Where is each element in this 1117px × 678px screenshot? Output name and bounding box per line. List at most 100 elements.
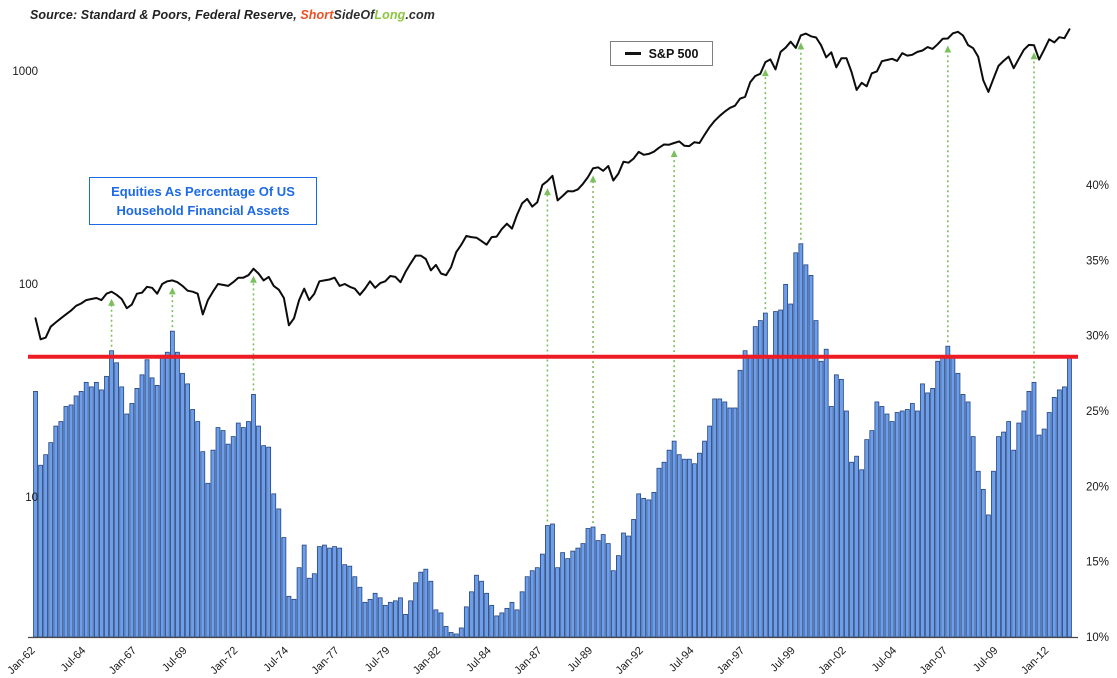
equity-allocation-bar [996, 436, 1001, 638]
equity-allocation-bar [281, 537, 287, 638]
equity-allocation-bar [109, 350, 114, 638]
x-axis-tick-label: Jul-94 [667, 645, 697, 675]
equity-allocation-bar [433, 609, 439, 638]
equity-allocation-bar [864, 439, 870, 638]
equity-allocation-bar [190, 409, 196, 638]
equity-allocation-bar [296, 567, 302, 638]
annotation-line-2: Household Financial Assets [116, 203, 290, 218]
equity-allocation-bar [742, 350, 748, 638]
equity-allocation-bar [392, 600, 398, 638]
equity-allocation-bar [524, 576, 530, 638]
equity-allocation-bar [1026, 391, 1032, 638]
equity-allocation-bar [306, 577, 312, 638]
right-axis-tick-label: 40% [1086, 180, 1109, 192]
equity-allocation-bar [504, 607, 510, 638]
right-axis-tick-label: 20% [1086, 481, 1109, 493]
equity-allocation-bar [413, 582, 419, 638]
equity-allocation-bar [220, 430, 226, 638]
peak-arrow-head-icon [250, 275, 257, 283]
equity-allocation-bar [1011, 449, 1017, 638]
peak-arrow-head-icon [544, 188, 551, 196]
equity-allocation-bar [291, 598, 297, 638]
equity-allocation-bar [844, 410, 849, 638]
equity-allocation-bar [1016, 422, 1022, 638]
equity-allocation-bar [869, 430, 875, 638]
equity-allocation-bar [164, 351, 170, 638]
equity-allocation-bar [859, 469, 865, 638]
equity-allocation-bar [915, 410, 920, 638]
equity-allocation-bar [372, 592, 378, 638]
equity-allocation-bar [965, 401, 971, 638]
x-axis-tick-label: Jan-87 [512, 645, 544, 677]
equity-allocation-bar [215, 427, 221, 638]
equity-allocation-bar [626, 535, 631, 638]
equity-allocation-bar [469, 591, 474, 638]
equity-allocation-bar [985, 514, 991, 638]
source-note: Source: Standard & Poors, Federal Reserv… [30, 8, 435, 22]
equity-allocation-bar [773, 311, 778, 638]
sp500-line [34, 28, 1071, 341]
equity-allocation-bar [311, 573, 317, 638]
equity-allocation-bar [747, 354, 753, 638]
x-axis-tick-label: Jan-92 [614, 645, 646, 677]
equity-allocation-bar [656, 467, 662, 638]
equity-allocation-bar [225, 443, 231, 638]
equity-allocation-bar [1056, 389, 1062, 638]
equity-allocation-bar [169, 330, 175, 638]
equity-allocation-bar [737, 369, 743, 638]
equity-allocation-bar [702, 440, 707, 638]
equity-allocation-bar [509, 601, 515, 638]
equity-allocation-bar [448, 632, 454, 638]
equity-allocation-bar [1021, 410, 1027, 638]
equity-allocation-bar [286, 595, 292, 638]
equity-allocation-bar [534, 567, 540, 638]
equity-allocation-bar [418, 571, 424, 638]
x-axis-tick-label: Jul-79 [363, 645, 393, 675]
x-axis-tick-label: Jan-12 [1019, 645, 1051, 677]
equity-allocation-bar [93, 381, 99, 638]
right-axis-tick-label: 35% [1086, 255, 1109, 267]
equity-allocation-bar [970, 436, 976, 638]
equity-allocation-bar [180, 372, 185, 638]
peak-arrow-head-icon [944, 45, 952, 53]
equity-allocation-bar [818, 360, 824, 638]
equity-allocation-bar [266, 446, 272, 638]
equity-allocation-bar [707, 425, 713, 638]
equity-allocation-bar [33, 391, 38, 638]
equity-allocation-bar [139, 374, 145, 638]
x-axis-tick-label: Jan-67 [107, 645, 139, 677]
brand-short: Short [300, 8, 334, 22]
equity-allocation-bar [271, 493, 277, 638]
equity-allocation-bar [1062, 386, 1067, 638]
right-axis-tick-label: 30% [1086, 331, 1109, 343]
equity-allocation-bar [144, 359, 150, 638]
equity-allocation-bar [251, 394, 256, 638]
equity-allocation-bar [352, 576, 358, 638]
equity-allocation-bar [894, 412, 900, 638]
equity-allocation-bar [362, 601, 368, 638]
equity-allocation-bar [428, 580, 434, 638]
left-axis-tick-label: 1000 [12, 66, 38, 78]
equity-allocation-bar [235, 422, 241, 638]
equity-allocation-bar [256, 425, 261, 638]
equity-allocation-bar [550, 523, 555, 638]
left-axis-tick-label: 10 [25, 492, 38, 504]
equity-allocation-bar [347, 565, 353, 638]
equity-allocation-bar [636, 493, 642, 638]
equity-allocation-bar [316, 546, 322, 638]
equity-allocation-bar [458, 627, 464, 638]
x-axis-tick-label: Jan-97 [715, 645, 747, 677]
equity-allocation-bar [681, 458, 687, 638]
equity-allocation-bar [940, 356, 946, 638]
equity-allocation-bar [616, 555, 621, 638]
equity-allocation-bar [899, 410, 905, 638]
equity-allocation-bar [651, 491, 657, 638]
peak-arrow-head-icon [1030, 52, 1038, 60]
x-axis-tick-label: Jan-72 [208, 645, 240, 677]
equity-allocation-bar [768, 357, 773, 638]
equity-allocation-bar [124, 413, 130, 638]
equity-allocation-bar [641, 497, 647, 638]
right-axis-tick-label: 25% [1086, 406, 1109, 418]
equity-allocation-bar [808, 274, 814, 638]
equity-allocation-bar [63, 406, 69, 638]
